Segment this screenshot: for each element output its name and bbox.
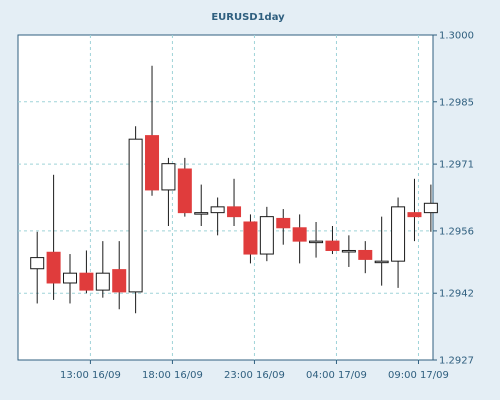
plot-area xyxy=(17,34,434,361)
candles xyxy=(30,65,438,314)
candle xyxy=(374,216,389,286)
y-tick-label: 1.2942 xyxy=(439,289,474,300)
candle-body-down xyxy=(79,272,94,291)
candle xyxy=(112,241,127,310)
candle xyxy=(227,178,242,226)
y-tick-label: 1.2927 xyxy=(439,356,474,367)
candle xyxy=(292,214,307,264)
candle-body-down xyxy=(227,206,242,218)
x-tick-label: 18:00 16/09 xyxy=(142,370,203,381)
candle xyxy=(30,231,45,304)
x-tick-label: 09:00 17/09 xyxy=(388,370,449,381)
candle xyxy=(243,214,258,264)
y-tick-label: 1.2985 xyxy=(439,97,474,108)
candle-body-up xyxy=(391,206,406,262)
candle-body-down xyxy=(358,249,373,260)
candle-body-up xyxy=(423,202,438,214)
candle xyxy=(161,157,176,226)
candle-body-up xyxy=(210,206,225,214)
chart-title: EURUSD1day xyxy=(211,12,285,23)
y-tick-label: 1.3000 xyxy=(439,31,474,42)
candle xyxy=(341,235,356,267)
candle-body-up xyxy=(30,257,45,270)
candle-body-up xyxy=(63,272,78,284)
candle-body-up xyxy=(95,272,110,291)
candle-body-down xyxy=(145,135,160,191)
candle-body-up xyxy=(128,138,143,293)
x-axis: 13:00 16/09 18:00 16/09 23:00 16/09 04:00 1… xyxy=(60,360,449,381)
candle-body-down xyxy=(46,251,61,284)
candle-body-up xyxy=(161,163,176,191)
candle-body-up xyxy=(374,260,389,264)
y-axis: 1.2927 1.2942 1.2956 1.2971 1.2985 1.3000 xyxy=(433,31,474,367)
candle xyxy=(95,241,110,298)
candle-body-down xyxy=(325,240,340,251)
candle xyxy=(358,241,373,274)
candle xyxy=(276,209,291,245)
x-tick-label: 23:00 16/09 xyxy=(224,370,285,381)
candle-body-down xyxy=(243,221,258,255)
candle xyxy=(63,254,78,304)
candle xyxy=(259,206,274,262)
candle-body-down xyxy=(276,217,291,229)
candle-body-down xyxy=(407,212,422,218)
candle xyxy=(177,157,192,217)
candle-body-up xyxy=(309,240,324,244)
y-tick-label: 1.2971 xyxy=(439,160,474,171)
candle xyxy=(309,221,324,258)
candle xyxy=(79,250,94,294)
candle xyxy=(423,184,438,232)
x-tick-label: 13:00 16/09 xyxy=(60,370,121,381)
candle-body-down xyxy=(177,168,192,214)
candle xyxy=(210,197,225,236)
candle-body-down xyxy=(112,269,127,293)
candle xyxy=(325,225,340,255)
candle xyxy=(391,197,406,288)
y-tick-label: 1.2956 xyxy=(439,226,474,237)
candle xyxy=(194,184,209,226)
candle xyxy=(407,178,422,242)
candle-body-up xyxy=(194,212,209,215)
grid xyxy=(18,35,433,360)
candle xyxy=(128,126,143,314)
candle-body-up xyxy=(341,249,356,253)
x-tick-label: 04:00 17/09 xyxy=(306,370,367,381)
candle-body-down xyxy=(292,227,307,242)
candle-body-up xyxy=(259,216,274,255)
candle xyxy=(145,65,160,196)
candle xyxy=(46,174,61,300)
